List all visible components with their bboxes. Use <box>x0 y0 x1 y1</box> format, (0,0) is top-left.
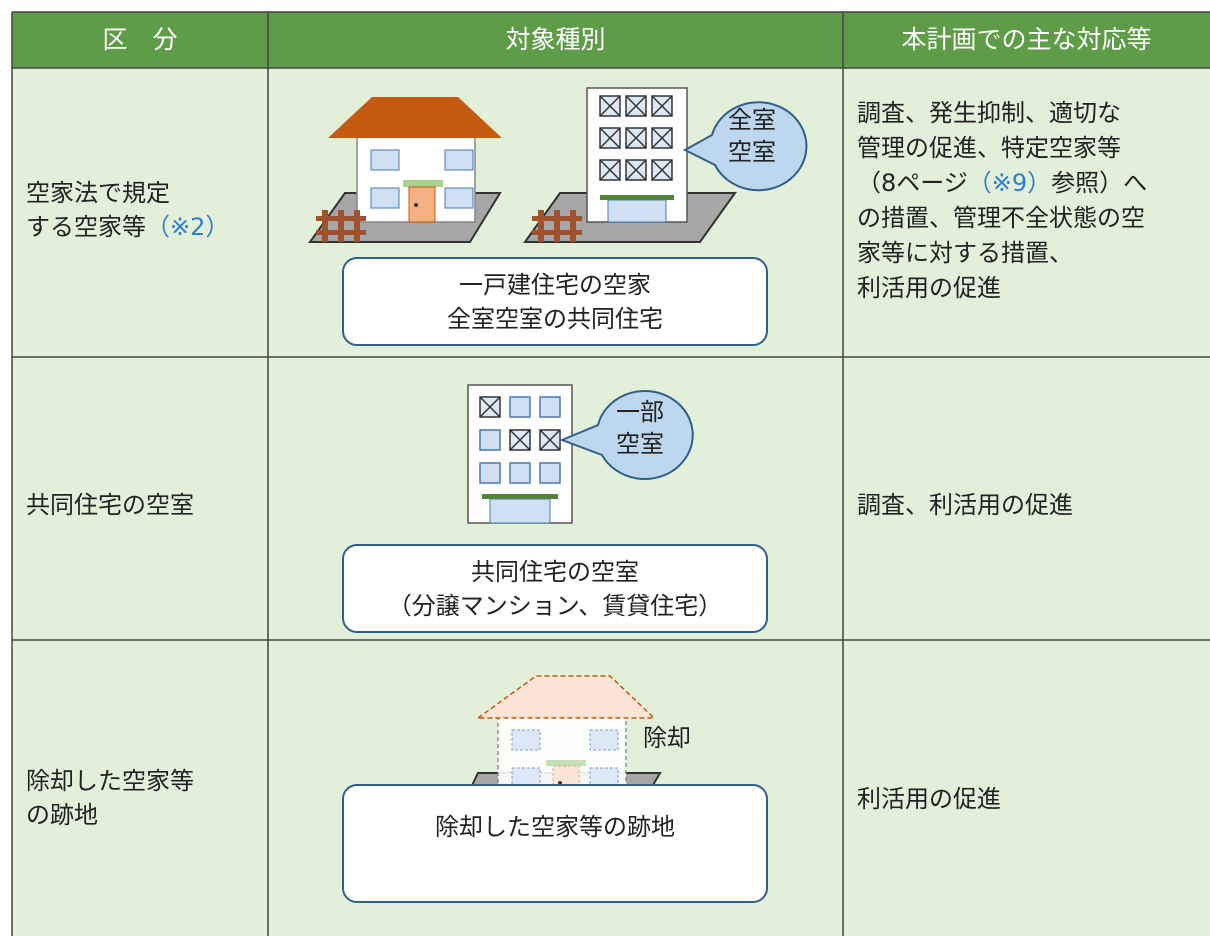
caption-box <box>342 257 768 346</box>
caption-box <box>342 784 768 903</box>
text-line: 空家法で規定 <box>26 179 170 207</box>
text: 参照）へ <box>1051 169 1148 197</box>
text-line: （分譲マンション、賃貸住宅） <box>387 592 723 620</box>
text-line: （8ページ（※9）参照）へ <box>857 166 1147 201</box>
bubble-text: 空室 <box>616 430 664 458</box>
header-cell: 区 分 <box>102 25 178 54</box>
note-ref: （※2） <box>146 213 230 241</box>
text-line: 除却した空家等 <box>26 767 194 795</box>
text-line: する空家等（※2） <box>26 210 229 244</box>
apartment-illustration: 全室 空室 <box>523 87 808 243</box>
label: 除却 <box>643 724 691 752</box>
text-line: 共同住宅の空室 <box>471 558 639 586</box>
caption: 共同住宅の空室 （分譲マンション、賃貸住宅） <box>343 555 767 623</box>
measures-cell: 調査、利活用の促進 <box>857 491 1073 519</box>
category-cell: 共同住宅の空室 <box>26 491 194 519</box>
caption: 除却した空家等の跡地 <box>435 813 675 841</box>
category-cell: 除却した空家等 の跡地 <box>26 764 194 832</box>
text-line: 管理の促進、特定空家等 <box>857 134 1121 162</box>
text-line: の措置、管理不全状態の空 <box>857 204 1145 232</box>
caption: 一戸建住宅の空家 全室空室の共同住宅 <box>343 268 767 336</box>
bubble-text: 全室 <box>728 106 776 134</box>
text-line: 利活用の促進 <box>857 274 1001 302</box>
text-line: 家等に対する措置、 <box>857 239 1073 267</box>
text-line: 一戸建住宅の空家 <box>459 271 651 299</box>
header-cell: 対象種別 <box>505 25 606 54</box>
measures-cell: 調査、発生抑制、適切な 管理の促進、特定空家等 （8ページ（※9）参照）へ の措… <box>857 96 1147 306</box>
measures-cell: 利活用の促進 <box>857 785 1001 813</box>
header-bg <box>12 12 1210 68</box>
apartment-illustration: 一部 空室 <box>467 384 694 524</box>
category-cell: 空家法で規定 する空家等（※2） <box>26 176 229 244</box>
header-cell: 本計画での主な対応等 <box>901 25 1152 54</box>
bubble-text: 空室 <box>728 138 776 166</box>
note-ref: （※9） <box>967 169 1052 197</box>
caption-box <box>342 544 768 633</box>
grid <box>11 11 1210 936</box>
text-line: 全室空室の共同住宅 <box>447 305 663 333</box>
bubble-text: 一部 <box>616 398 664 426</box>
text: する空家等 <box>26 213 146 241</box>
text: （8ページ <box>857 169 968 197</box>
text-line: の跡地 <box>26 801 98 829</box>
text-line: 調査、発生抑制、適切な <box>857 99 1121 127</box>
house-illustration <box>308 97 502 243</box>
